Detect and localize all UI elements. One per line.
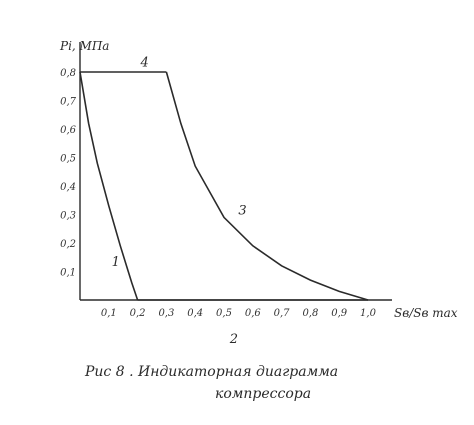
x-axis-label: Sв/Sв max bbox=[394, 306, 458, 320]
curve-label-3: 3 bbox=[238, 204, 246, 219]
x-tick-label: 1,0 bbox=[360, 308, 377, 319]
curve-3 bbox=[165, 71, 369, 301]
y-tick-label: 0,4 bbox=[60, 182, 76, 193]
curve-label-2: 2 bbox=[229, 332, 238, 347]
y-tick-label: 0,2 bbox=[60, 239, 76, 250]
x-tick-label: 0,2 bbox=[130, 308, 146, 319]
y-tick-label: 0,6 bbox=[60, 125, 77, 136]
x-tick-label: 0,5 bbox=[216, 308, 232, 319]
y-tick-label: 0,1 bbox=[60, 268, 76, 279]
x-tick-label: 0,3 bbox=[158, 308, 174, 319]
x-tick-label: 0,4 bbox=[187, 308, 203, 319]
caption-line-2: компрессора bbox=[215, 386, 312, 402]
y-tick-label: 0,5 bbox=[60, 154, 76, 165]
curve-label-1: 1 bbox=[112, 255, 120, 270]
x-tick-label: 0,7 bbox=[274, 308, 291, 319]
curve-label-4: 4 bbox=[139, 55, 148, 70]
y-ticks: 0,1 0,2 0,3 0,4 0,5 0,6 0,7 0,8 bbox=[60, 68, 77, 279]
curve-labels: 1 2 3 4 bbox=[112, 55, 247, 346]
curve-1 bbox=[79, 71, 139, 301]
x-tick-label: 0,8 bbox=[302, 308, 318, 319]
axes bbox=[79, 42, 392, 301]
x-ticks: 0,1 0,2 0,3 0,4 0,5 0,6 0,7 0,8 0,9 1,0 bbox=[101, 308, 377, 319]
x-tick-label: 0,9 bbox=[331, 308, 348, 319]
y-tick-label: 0,7 bbox=[60, 97, 77, 108]
y-axis-label: Pi, МПа bbox=[59, 39, 109, 53]
caption-line-1: Рис 8 . Индикаторная диаграмма bbox=[85, 364, 339, 380]
curves bbox=[79, 71, 369, 301]
y-tick-label: 0,8 bbox=[60, 68, 76, 79]
x-tick-label: 0,1 bbox=[101, 308, 117, 319]
x-tick-label: 0,6 bbox=[245, 308, 262, 319]
y-tick-label: 0,3 bbox=[60, 211, 76, 222]
